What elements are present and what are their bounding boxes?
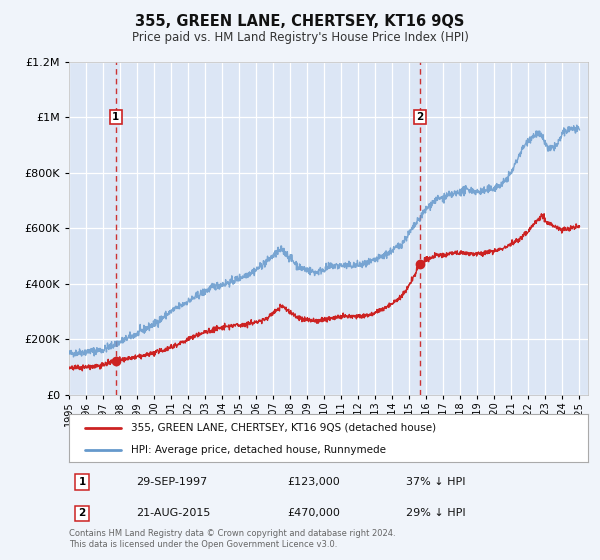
Text: 355, GREEN LANE, CHERTSEY, KT16 9QS (detached house): 355, GREEN LANE, CHERTSEY, KT16 9QS (det…: [131, 423, 436, 433]
Text: Contains HM Land Registry data © Crown copyright and database right 2024.
This d: Contains HM Land Registry data © Crown c…: [69, 529, 395, 549]
Text: 29-SEP-1997: 29-SEP-1997: [136, 477, 208, 487]
Text: 21-AUG-2015: 21-AUG-2015: [136, 508, 211, 519]
Text: 37% ↓ HPI: 37% ↓ HPI: [406, 477, 466, 487]
Text: £470,000: £470,000: [287, 508, 340, 519]
Text: 1: 1: [79, 477, 86, 487]
Text: £123,000: £123,000: [287, 477, 340, 487]
Text: 2: 2: [79, 508, 86, 519]
Text: Price paid vs. HM Land Registry's House Price Index (HPI): Price paid vs. HM Land Registry's House …: [131, 31, 469, 44]
Text: HPI: Average price, detached house, Runnymede: HPI: Average price, detached house, Runn…: [131, 445, 386, 455]
Text: 2: 2: [416, 112, 424, 122]
Text: 355, GREEN LANE, CHERTSEY, KT16 9QS: 355, GREEN LANE, CHERTSEY, KT16 9QS: [136, 14, 464, 29]
Text: 29% ↓ HPI: 29% ↓ HPI: [406, 508, 466, 519]
Text: 1: 1: [112, 112, 119, 122]
